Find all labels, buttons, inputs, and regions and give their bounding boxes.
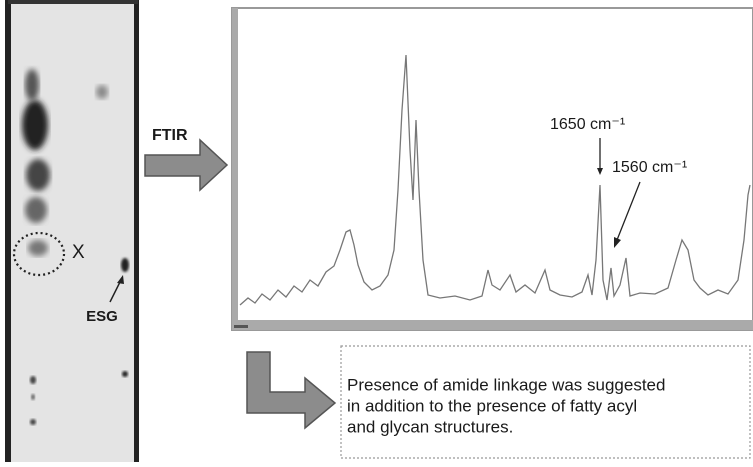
note-box (340, 345, 751, 459)
peak-annotation: 1560 cm⁻¹ (612, 159, 687, 176)
note-line: in addition to the presence of fatty acy… (347, 396, 637, 415)
note-line: Presence of amide linkage was suggested (347, 375, 665, 394)
spectrum-line (239, 54, 751, 306)
arrow (144, 138, 229, 192)
arrow (246, 351, 337, 430)
note-line: and glycan structures. (347, 417, 513, 436)
spot-label: X (72, 242, 85, 263)
peak-annotation: 1650 cm⁻¹ (550, 116, 625, 133)
method-label: FTIR (152, 127, 188, 144)
tlc-plate: X ESG (5, 0, 139, 462)
standard-label: ESG (86, 308, 118, 325)
spectrum-panel: 1650 cm⁻¹ 1560 cm⁻¹ (231, 7, 753, 331)
